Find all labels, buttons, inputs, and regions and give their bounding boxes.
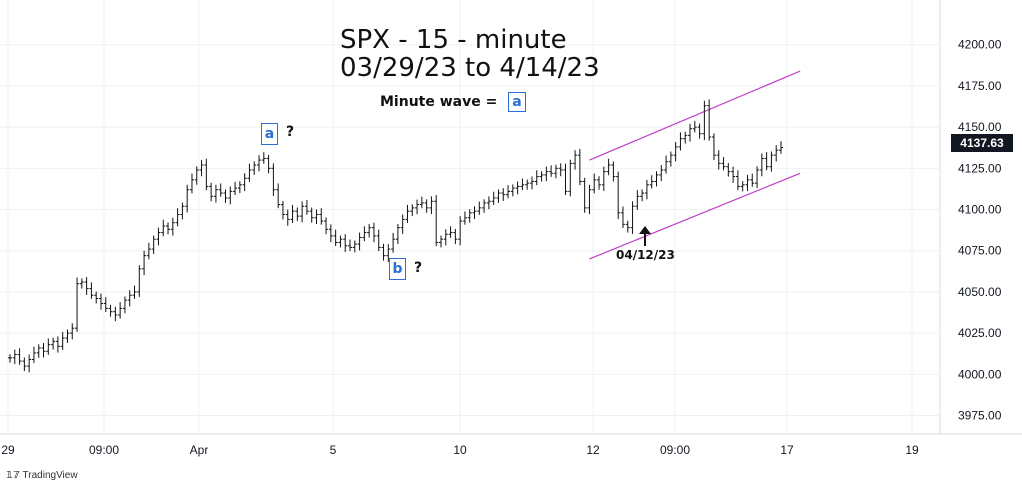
chart-title: SPX - 15 - minute 03/29/23 to 4/14/23	[340, 26, 600, 82]
x-tick-label: 09:00	[660, 443, 690, 457]
y-tick-label: 4075.00	[958, 244, 1002, 258]
x-tick-label: Apr	[190, 443, 209, 457]
y-tick-label: 4150.00	[958, 120, 1002, 134]
wave-label-b: b	[389, 258, 406, 280]
wave-label-a: a	[261, 123, 278, 145]
channel-lower-line	[589, 172, 801, 260]
y-tick-label: 4200.00	[958, 38, 1002, 52]
wave-label-b-question: ?	[414, 260, 423, 276]
y-tick-label: 4050.00	[958, 285, 1002, 299]
wave-note-text: Minute wave =	[380, 94, 498, 110]
last-price-tag: 4137.63	[951, 134, 1013, 152]
x-tick-label: 12	[586, 443, 600, 457]
y-tick-label: 4175.00	[958, 79, 1002, 93]
brand-logo: 𝟙𝟟 TradingView	[6, 470, 78, 481]
channel-upper-line	[589, 70, 801, 161]
wave-label-a-question: ?	[286, 124, 295, 140]
y-tick-label: 3975.00	[958, 409, 1002, 423]
chart-title-line-1: SPX - 15 - minute	[340, 25, 567, 55]
y-tick-label: 4100.00	[958, 203, 1002, 217]
x-tick-label: 29	[1, 443, 15, 457]
y-tick-label: 4025.00	[958, 326, 1002, 340]
y-tick-label: 4125.00	[958, 161, 1002, 175]
x-tick-label: 19	[905, 443, 919, 457]
x-tick-label: 09:00	[89, 443, 119, 457]
x-tick-label: 17	[780, 443, 794, 457]
chart-title-line-2: 03/29/23 to 4/14/23	[340, 53, 600, 83]
x-tick-label: 5	[330, 443, 337, 457]
x-tick-label: 10	[453, 443, 467, 457]
date-annotation: 04/12/23	[616, 248, 675, 262]
wave-note: Minute wave = a	[380, 92, 526, 112]
wave-note-box: a	[508, 92, 526, 112]
up-arrow-icon	[639, 226, 651, 246]
y-tick-label: 4000.00	[958, 367, 1002, 381]
brand-label: TradingView	[22, 470, 78, 481]
